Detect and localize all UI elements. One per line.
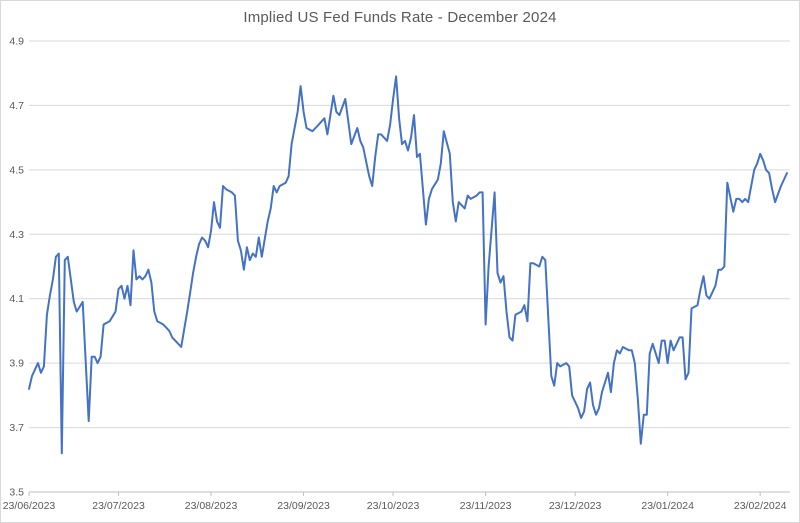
y-axis-label: 4.1	[9, 293, 24, 305]
y-axis-label: 4.3	[9, 229, 24, 241]
x-axis-label: 23/07/2023	[92, 500, 145, 512]
y-axis-label: 4.9	[9, 36, 24, 48]
y-axis-label: 4.7	[9, 100, 24, 112]
y-axis-label: 3.5	[9, 487, 24, 499]
chart-title: Implied US Fed Funds Rate - December 202…	[243, 9, 557, 26]
x-axis-label: 23/08/2023	[185, 500, 238, 512]
x-axis-label: 23/06/2023	[3, 500, 56, 512]
x-axis-label: 23/02/2024	[734, 500, 787, 512]
y-axis-label: 4.5	[9, 164, 24, 176]
x-axis-label: 23/09/2023	[277, 500, 330, 512]
x-axis-label: 23/01/2024	[641, 500, 694, 512]
series-line	[28, 75, 788, 455]
x-axis-label: 23/12/2023	[549, 500, 602, 512]
x-axis-label: 23/10/2023	[367, 500, 420, 512]
x-axis-label: 23/11/2023	[460, 500, 512, 512]
y-axis-label: 3.9	[9, 358, 24, 370]
y-axis-label: 3.7	[9, 422, 24, 434]
